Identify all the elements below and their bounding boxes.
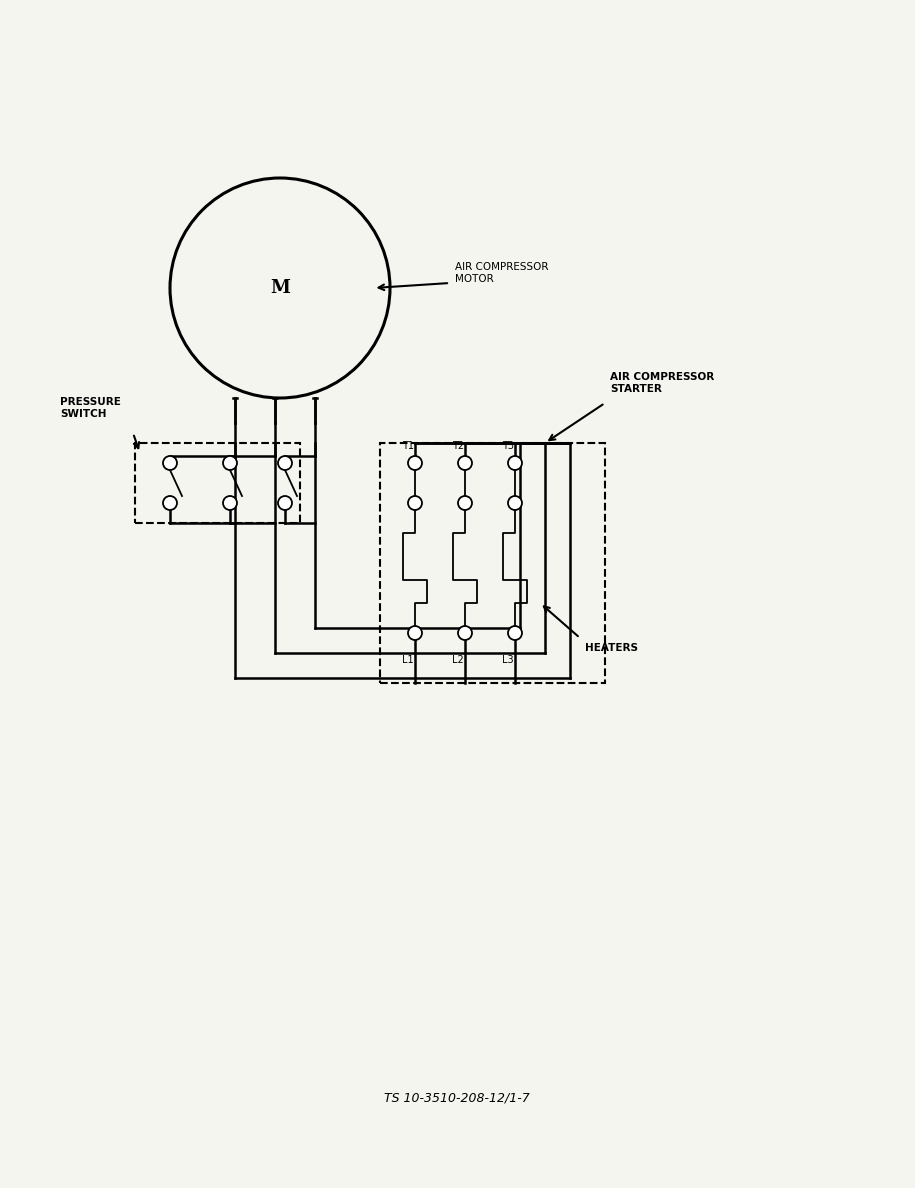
Circle shape	[408, 626, 422, 640]
Text: HEATERS: HEATERS	[585, 643, 638, 653]
Circle shape	[508, 497, 522, 510]
Circle shape	[223, 497, 237, 510]
Circle shape	[458, 456, 472, 470]
Circle shape	[163, 456, 177, 470]
Text: TS 10-3510-208-12/1-7: TS 10-3510-208-12/1-7	[384, 1092, 530, 1105]
Circle shape	[458, 626, 472, 640]
Text: T3: T3	[502, 441, 514, 451]
Circle shape	[223, 456, 237, 470]
Circle shape	[408, 456, 422, 470]
Circle shape	[408, 497, 422, 510]
Text: T2: T2	[452, 441, 464, 451]
Text: AIR COMPRESSOR
STARTER: AIR COMPRESSOR STARTER	[610, 372, 715, 393]
Text: M: M	[270, 279, 290, 297]
Circle shape	[508, 456, 522, 470]
Text: L1: L1	[402, 655, 414, 665]
Circle shape	[458, 497, 472, 510]
Circle shape	[508, 626, 522, 640]
Text: L3: L3	[502, 655, 513, 665]
Text: T1: T1	[402, 441, 414, 451]
Text: L2: L2	[452, 655, 464, 665]
Circle shape	[278, 456, 292, 470]
Text: PRESSURE
SWITCH: PRESSURE SWITCH	[60, 397, 121, 419]
Circle shape	[278, 497, 292, 510]
Circle shape	[163, 497, 177, 510]
Text: AIR COMPRESSOR
MOTOR: AIR COMPRESSOR MOTOR	[455, 263, 548, 284]
